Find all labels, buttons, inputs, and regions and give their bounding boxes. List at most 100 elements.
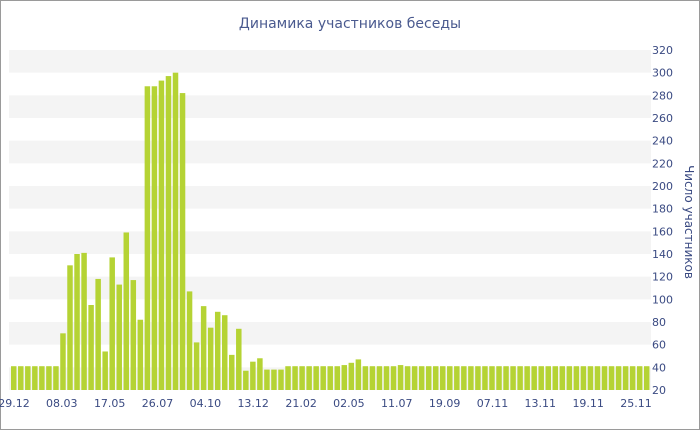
bar <box>397 365 404 390</box>
bar <box>440 366 446 390</box>
y-tick-label: 40 <box>652 361 666 374</box>
bar <box>411 366 418 390</box>
bar <box>580 366 587 390</box>
y-axis-label: Число участников <box>682 165 696 279</box>
x-tick-label: 02.05 <box>333 397 365 410</box>
grid-band <box>9 50 651 73</box>
bar <box>179 93 186 390</box>
x-tick-label: 25.11 <box>620 397 652 410</box>
bar <box>144 86 151 391</box>
y-tick-label: 120 <box>652 271 673 284</box>
x-tick-label: 13.12 <box>237 397 269 410</box>
bar <box>285 366 291 390</box>
bar <box>130 280 137 390</box>
bar <box>193 342 200 390</box>
grid-band <box>9 276 651 300</box>
bar <box>643 366 650 390</box>
x-tick-label: 04.10 <box>190 397 222 410</box>
bar <box>278 369 284 390</box>
bar <box>362 366 369 390</box>
bar <box>369 366 376 390</box>
x-tick-label: 19.09 <box>429 397 461 410</box>
bar <box>531 366 537 390</box>
bar <box>292 366 298 390</box>
bar <box>538 366 544 390</box>
grid-band <box>9 231 651 254</box>
bar <box>123 232 130 390</box>
bar <box>390 366 397 390</box>
bar <box>137 319 144 390</box>
bar <box>517 366 523 390</box>
bar <box>482 366 488 390</box>
bar <box>116 284 122 390</box>
x-tick-label: 21.02 <box>285 397 317 410</box>
bar <box>383 366 390 390</box>
bar <box>566 366 573 390</box>
bars-group <box>11 72 650 391</box>
x-tick-label: 17.05 <box>94 397 126 410</box>
bar <box>622 366 629 390</box>
bar <box>214 311 221 390</box>
x-tick-label: 29.12 <box>0 397 30 410</box>
bar <box>636 366 643 390</box>
bar <box>545 366 551 390</box>
bar <box>615 366 622 390</box>
bar <box>587 366 594 390</box>
bar <box>503 366 509 390</box>
bar <box>151 86 158 391</box>
bar <box>250 361 256 390</box>
bar <box>109 257 115 390</box>
bar <box>418 366 425 390</box>
bar <box>229 354 235 390</box>
bar <box>559 366 566 390</box>
bar <box>39 366 45 390</box>
bar <box>207 327 214 390</box>
y-tick-label: 280 <box>652 89 673 102</box>
bar <box>200 306 207 390</box>
bar <box>468 366 474 390</box>
bar <box>334 366 341 390</box>
bar <box>81 252 87 390</box>
bar <box>594 366 601 390</box>
grid-band <box>9 140 651 164</box>
bar <box>25 366 31 390</box>
bar <box>510 366 516 390</box>
bar <box>629 366 636 390</box>
x-tick-label: 07.11 <box>477 397 509 410</box>
grid-band <box>9 95 651 118</box>
bar <box>552 366 559 390</box>
bar <box>313 366 319 390</box>
bar <box>496 366 502 390</box>
grid-band <box>9 322 651 345</box>
bar <box>88 305 94 390</box>
y-tick-label: 320 <box>652 44 673 57</box>
bar <box>221 315 228 390</box>
bar <box>60 333 66 390</box>
bar <box>299 366 305 390</box>
bar <box>18 366 24 390</box>
bar <box>158 80 165 390</box>
bar <box>404 366 411 390</box>
bar <box>32 366 38 390</box>
bar <box>425 366 432 390</box>
x-tick-label: 11.07 <box>381 397 413 410</box>
bar <box>67 265 73 390</box>
bar <box>243 370 249 390</box>
x-tick-label: 19.11 <box>572 397 604 410</box>
bar <box>454 366 460 390</box>
bar <box>74 254 80 390</box>
bar <box>376 366 383 390</box>
bar <box>432 366 439 390</box>
bar <box>320 366 326 390</box>
x-tick-label: 26.07 <box>142 397 174 410</box>
bar <box>306 366 312 390</box>
grid-band <box>9 186 651 209</box>
bar <box>95 278 101 390</box>
bar <box>461 366 467 390</box>
grid-bands <box>9 50 651 390</box>
y-tick-label: 60 <box>652 339 666 352</box>
y-tick-label: 300 <box>652 67 673 80</box>
bar <box>327 366 333 390</box>
bar <box>573 366 580 390</box>
